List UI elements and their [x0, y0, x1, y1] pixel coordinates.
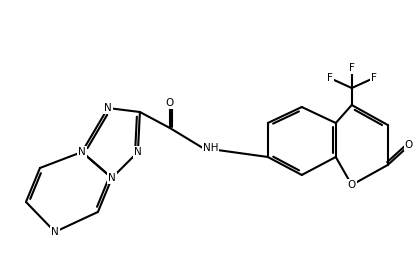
Text: O: O [404, 140, 412, 150]
Text: O: O [347, 180, 355, 190]
Text: N: N [134, 147, 141, 157]
Text: N: N [104, 103, 112, 113]
Text: N: N [78, 147, 85, 157]
Text: F: F [326, 73, 332, 83]
Text: O: O [165, 98, 173, 108]
Text: N: N [108, 173, 116, 183]
Text: F: F [348, 63, 354, 73]
Text: NH: NH [202, 143, 218, 153]
Text: F: F [370, 73, 376, 83]
Text: N: N [51, 227, 59, 237]
